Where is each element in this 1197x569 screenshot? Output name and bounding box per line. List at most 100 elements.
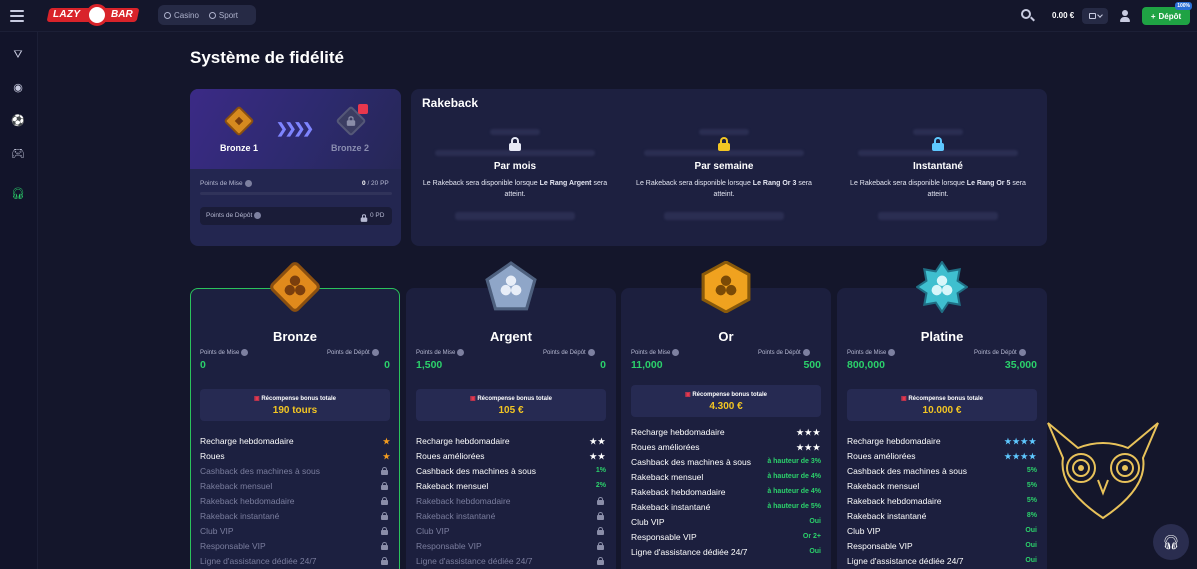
tier-feature-label: Ligne d'assistance dédiée 24/7 (416, 556, 533, 566)
live-icon[interactable]: ◉ (13, 81, 23, 94)
football-icon[interactable]: ⚽ (11, 114, 25, 127)
tier-feature-value: à hauteur de 4% (767, 488, 821, 495)
search-icon[interactable] (1021, 9, 1035, 23)
tier-feature-label: Rakeback instantané (200, 511, 280, 521)
tier-reward-value: 10.000 € (922, 405, 962, 416)
lock-icon (381, 557, 388, 565)
info-icon (802, 349, 810, 356)
next-level: Bronze 2 (331, 143, 370, 153)
wager-progress-bar (200, 192, 392, 195)
or-tier-icon (701, 261, 751, 313)
casino-tab-label: Casino (174, 10, 199, 20)
blurred-button (878, 212, 998, 220)
plus-icon: + (1150, 11, 1156, 21)
tier-name: Bronze (272, 329, 318, 344)
tier-feature-label: Rakeback mensuel (631, 472, 704, 482)
tier-feature-value: ★★ (589, 452, 606, 461)
gamepad-icon[interactable]: 🎮︎ (11, 147, 25, 160)
tier-feature-value: Or 2+ (802, 533, 821, 540)
rakeback-desc: Le Rakeback sera disponible lorsque Le R… (636, 180, 812, 198)
tier-feature-value: 5% (1026, 467, 1037, 474)
casino-tab[interactable]: Casino (164, 11, 199, 20)
tier-feature-label: Recharge hebdomadaire (200, 436, 294, 446)
balance[interactable]: 0.00 € (1052, 11, 1075, 20)
sport-tab[interactable]: Sport (208, 11, 238, 20)
lock-icon (360, 214, 368, 222)
info-icon (457, 349, 465, 356)
tier-feature-value: ★★★ (796, 443, 821, 452)
lock-icon (381, 527, 388, 535)
tier-feature-label: Cashback des machines à sous (847, 466, 968, 476)
tier-feature-label: Rakeback instantané (631, 502, 711, 512)
tier-feature-label: Roues améliorées (631, 442, 700, 452)
tier-deposit-label: Points de Dépôt (327, 349, 379, 356)
lock-icon (597, 557, 604, 565)
info-icon (888, 349, 896, 356)
tier-wager-value: 0 (200, 359, 206, 371)
deposit-button[interactable]: + Dépôt 100% (1142, 2, 1192, 25)
tier-feature-value: ★★★★ (1004, 437, 1037, 446)
blurred-title (913, 129, 963, 135)
info-icon (672, 349, 680, 356)
owl-logo-icon (1047, 422, 1159, 520)
tier-reward-label: ▣ Récompense bonus totale (684, 392, 768, 398)
tier-feature-value: 1% (595, 467, 606, 474)
sport-icon (208, 11, 216, 19)
tier-feature-value: Oui (1025, 557, 1037, 564)
rakeback-title: Rakeback (422, 96, 479, 110)
support-headset-icon[interactable]: 🎧︎ (11, 187, 25, 200)
bronze-tier-icon (270, 262, 320, 312)
tier-feature-label: Recharge hebdomadaire (631, 427, 725, 437)
lock-icon (718, 137, 730, 151)
tier-card-bronze (190, 288, 400, 569)
tier-feature-label: Ligne d'assistance dédiée 24/7 (631, 547, 748, 557)
menu-icon[interactable] (10, 10, 24, 22)
logo[interactable]: LAZY BAR (46, 4, 140, 26)
tier-wager-value: 800,000 (847, 359, 885, 371)
deposit-badge: 100% (1175, 2, 1192, 10)
chevron-down-icon (1096, 12, 1103, 18)
tier-feature-value: Oui (809, 548, 821, 555)
blurred-bar (435, 150, 595, 156)
blurred-title (490, 129, 540, 135)
casino-icon (164, 11, 171, 19)
logo-chip-icon (86, 4, 108, 26)
info-icon (371, 349, 379, 356)
tier-feature-value: ★★★ (796, 428, 821, 437)
tier-feature-value: ★ (382, 452, 390, 461)
tier-wager-label: Points de Mise (200, 349, 249, 356)
tier-deposit-value: 35,000 (1004, 359, 1037, 371)
mode-switcher: Casino Sport (158, 5, 256, 25)
sport-nav-icon[interactable]: ⛛ (13, 48, 23, 61)
rakeback-name: Par semaine (694, 161, 754, 172)
tier-feature-value: à hauteur de 3% (767, 458, 821, 465)
tier-deposit-label: Points de Dépôt (974, 349, 1026, 356)
wager-points-value: 0 / 20 PP (362, 180, 389, 187)
user-icon[interactable] (1118, 9, 1132, 23)
tier-feature-label: Ligne d'assistance dédiée 24/7 (200, 556, 317, 566)
wallet-dropdown[interactable] (1082, 8, 1108, 24)
tier-feature-label: Rakeback mensuel (847, 481, 920, 491)
tier-feature-label: Rakeback hebdomadaire (631, 487, 726, 497)
support-chat-button[interactable]: 🎧︎ (1153, 524, 1189, 560)
lock-icon (932, 137, 944, 151)
tier-feature-label: Rakeback hebdomadaire (847, 496, 942, 506)
tier-feature-label: Club VIP (847, 526, 881, 536)
tier-feature-label: Club VIP (416, 526, 450, 536)
tier-feature-label: Club VIP (200, 526, 234, 536)
headset-icon: 🎧︎ (1162, 533, 1180, 550)
tier-name: Argent (490, 329, 532, 344)
tier-feature-label: Recharge hebdomadaire (847, 436, 941, 446)
wager-points-label: Points de Mise (200, 180, 252, 187)
tier-feature-value: à hauteur de 4% (767, 473, 821, 480)
tier-feature-value: Oui (809, 518, 821, 525)
lock-icon (346, 116, 356, 126)
logo-text-right: BAR (111, 9, 133, 20)
tier-card-platine (837, 288, 1047, 569)
gift-icon: ▣ (900, 396, 907, 402)
tier-feature-label: Roues améliorées (416, 451, 485, 461)
tier-feature-value: 2% (595, 482, 606, 489)
tier-deposit-label: Points de Dépôt (758, 349, 810, 356)
rakeback-name: Instantané (912, 161, 963, 172)
tier-reward-box: ▣ Récompense bonus totale 4.300 € (631, 385, 821, 417)
